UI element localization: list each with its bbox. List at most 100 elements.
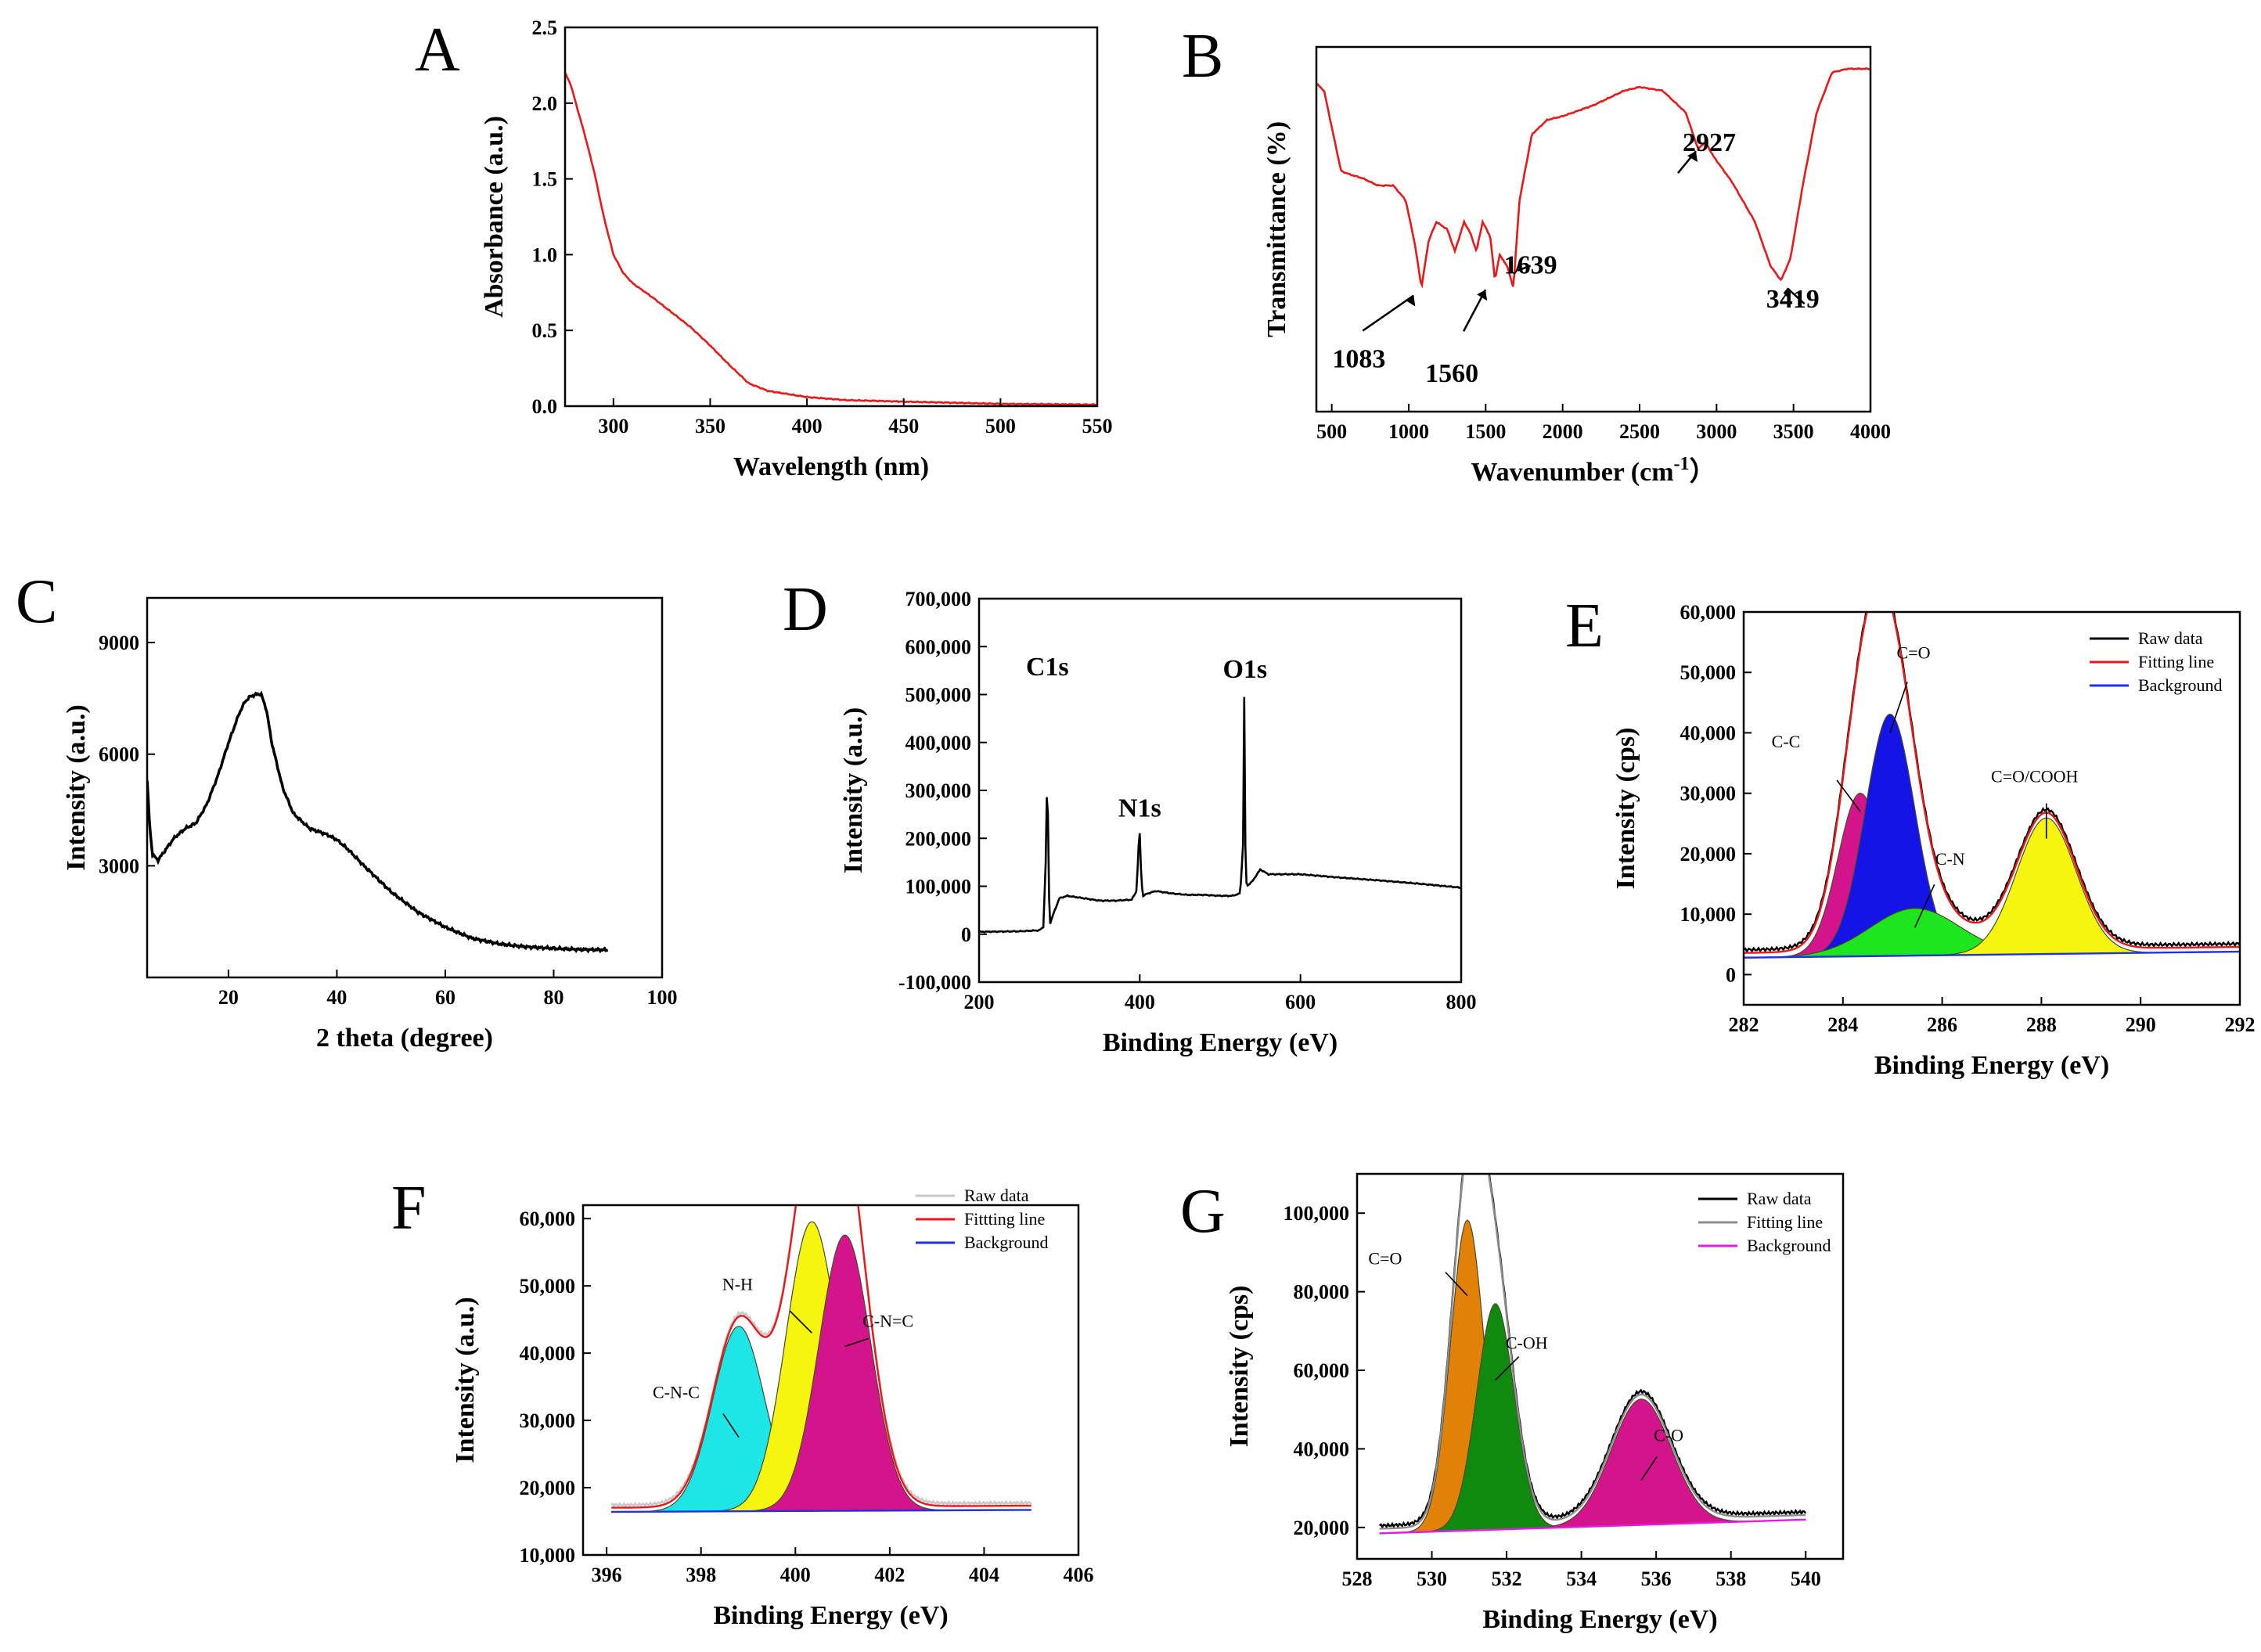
y-tick-label-E: 60,000 [1680,601,1737,624]
y-tick-label-A: 0.5 [532,319,558,342]
annotation-arrowhead-B [1405,295,1416,307]
x-tick-label-C: 80 [543,986,563,1009]
y-tick-label-A: 2.0 [532,92,558,115]
peak-label-D: N1s [1118,794,1161,823]
panel-D: D 200 400 600 800 -100,000 0 100,000 200,000 300,… [783,575,1477,1057]
annotation-arrowhead-B [1477,290,1488,301]
background-line-G [1379,1518,1806,1535]
background-line-F [611,1509,1031,1513]
x-tick-label-C: 60 [435,986,455,1009]
axes-frame-E [1742,610,2241,1006]
y-tick-label-D: 600,000 [905,635,972,658]
plot-area-D [979,696,1461,934]
x-axis-label-C: 2 theta (degree) [316,1024,493,1053]
series-line-B-0 [1316,67,1870,289]
x-tick-label-B: 2500 [1619,420,1660,443]
annotation-arrowhead-B [1687,151,1698,163]
y-tick-label-E: 40,000 [1680,722,1737,744]
legend-label-E: Background [2138,675,2223,695]
x-axis-label-sup-B: -1 [1674,454,1690,474]
panel-B: B 500 1000 1500 2000 2500 3000 3500 4000 Wavenumb… [1182,22,1891,487]
x-tick-label-G: 528 [1342,1567,1373,1590]
x-axis-label-E: Binding Energy (eV) [1874,1051,2109,1080]
y-axis-label-F: Intensity (a.u.) [451,1297,480,1463]
x-tick-label-G: 534 [1566,1567,1597,1590]
panel-A: A 300 350 400 450 500 550 0.0 0.5 1.0 1.5 2.0 2.5 Wav… [415,16,1113,481]
x-tick-label-D: 600 [1285,991,1316,1013]
y-tick-label-D: 400,000 [905,732,972,754]
annotation-arrowhead-B [1783,288,1789,300]
annotation-pointer-G [1495,1356,1520,1381]
x-tick-label-F: 404 [969,1564,999,1586]
x-tick-label-B: 3000 [1696,420,1737,443]
x-axis-label-F: Binding Energy (eV) [713,1601,948,1630]
x-axis-label-B: Wavenumber (cm-1） [1471,454,1716,487]
legend-E: Raw data Fitting line Background [2090,628,2223,695]
annotation-label-B: 3419 [1766,285,1820,314]
plot-area-A [565,72,1097,406]
x-tick-label-G: 536 [1641,1567,1672,1590]
panel-G: G 528 530 532 534 536 538 540 20,000 40,000 60,000… [1180,1172,1845,1634]
panel-label-D: D [783,575,828,644]
annotation-label-B: 1560 [1425,359,1478,388]
axes-frame-F [581,1204,1080,1557]
panel-C: C 20 40 60 80 100 3000 6000 9000 2 theta (degree)… [16,567,678,1053]
x-tick-label-E: 286 [1927,1013,1957,1036]
annotation-label-E: C-C [1772,732,1801,751]
x-tick-label-B: 3500 [1773,420,1814,443]
legend-label-G: Fitting line [1747,1212,1823,1232]
x-tick-label-A: 450 [888,415,919,437]
legend-label-F: Raw data [964,1186,1029,1205]
fitting-line-F [611,1205,1031,1509]
plot-area-F [610,1205,1032,1513]
y-tick-label-G: 60,000 [1294,1359,1350,1382]
y-tick-label-D: 700,000 [905,588,972,610]
legend-label-F: Fittting line [964,1209,1045,1229]
x-tick-label-C: 100 [647,986,678,1009]
x-tick-label-B: 4000 [1850,420,1891,443]
y-axis-label-E: Intensity (cps) [1611,728,1640,890]
series-line-C-0 [147,690,609,954]
annotation-pointer-E [1889,682,1908,733]
y-tick-label-D: 500,000 [905,684,972,707]
panel-label-E: E [1565,592,1604,660]
legend-label-E: Fitting line [2138,652,2214,671]
axes-frame-C [146,596,664,979]
y-tick-label-C: 6000 [99,743,139,766]
y-tick-label-D: 300,000 [905,779,972,802]
y-tick-label-F: 20,000 [520,1477,576,1499]
background-line-E [1744,950,2240,959]
x-tick-label-D: 800 [1446,991,1477,1013]
x-tick-label-C: 20 [218,986,239,1009]
x-tick-label-E: 288 [2026,1013,2057,1036]
panel-label-B: B [1182,22,1223,91]
x-tick-label-F: 402 [874,1564,905,1586]
y-tick-label-G: 100,000 [1284,1202,1350,1225]
annotation-label-G: C-O [1654,1426,1683,1445]
x-tick-label-A: 550 [1082,415,1113,437]
x-tick-label-G: 532 [1492,1567,1522,1590]
legend-label-F: Background [964,1233,1049,1252]
x-tick-label-C: 40 [326,986,347,1009]
x-tick-label-B: 1500 [1465,420,1506,443]
y-tick-label-A: 1.5 [532,168,558,191]
y-tick-label-E: 10,000 [1680,903,1737,926]
axes-frame-B [1315,45,1872,413]
legend-label-G: Raw data [1747,1189,1812,1208]
fitting-line-G [1379,1174,1806,1530]
panel-label-A: A [415,16,460,85]
annotation-label-E: C=O [1897,642,1931,662]
x-tick-label-B: 2000 [1543,420,1583,443]
x-tick-label-E: 290 [2126,1013,2156,1036]
x-tick-label-G: 538 [1716,1567,1746,1590]
y-tick-label-F: 60,000 [520,1208,576,1230]
y-axis-label-C: Intensity (a.u.) [62,704,91,871]
peak-label-D: C1s [1026,653,1069,682]
x-axis-label-end-B: ） [1690,456,1716,487]
annotation-label-G: C=O [1368,1249,1402,1269]
annotation-label-B: 2927 [1683,128,1736,157]
annotation-pointer-F [722,1413,740,1438]
annotation-label-E: C-N [1935,849,1965,869]
y-tick-label-F: 40,000 [520,1342,576,1365]
